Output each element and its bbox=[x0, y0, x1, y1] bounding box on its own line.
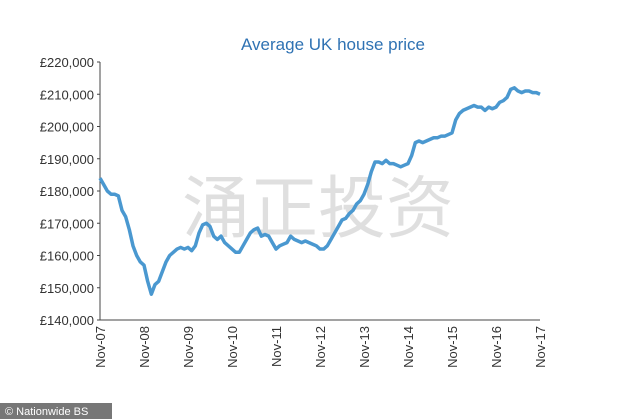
x-tick-label: Nov-08 bbox=[137, 326, 152, 368]
watermark: 涌正投资 bbox=[182, 170, 454, 249]
y-tick-label: £220,000 bbox=[40, 55, 94, 70]
x-tick-label: Nov-16 bbox=[489, 326, 504, 368]
x-tick-label: Nov-14 bbox=[401, 326, 416, 368]
x-tick-label: Nov-09 bbox=[181, 326, 196, 368]
price-line bbox=[98, 86, 541, 296]
chart-title: Average UK house price bbox=[241, 35, 425, 54]
x-tick-label: Nov-10 bbox=[225, 326, 240, 368]
x-tick-label: Nov-15 bbox=[445, 326, 460, 368]
x-tick-label: Nov-12 bbox=[313, 326, 328, 368]
y-tick-label: £140,000 bbox=[40, 313, 94, 328]
x-tick-label: Nov-11 bbox=[269, 326, 284, 367]
x-tick-label: Nov-13 bbox=[357, 326, 372, 368]
y-tick-label: £160,000 bbox=[40, 249, 94, 264]
credit: © Nationwide BS bbox=[5, 406, 88, 418]
y-tick-label: £200,000 bbox=[40, 120, 94, 135]
y-tick-label: £150,000 bbox=[40, 281, 94, 296]
x-tick-label: Nov-07 bbox=[93, 326, 108, 368]
y-tick-label: £170,000 bbox=[40, 216, 94, 231]
credit-box bbox=[0, 403, 112, 419]
y-tick-label: £190,000 bbox=[40, 152, 94, 167]
y-tick-label: £210,000 bbox=[40, 87, 94, 102]
y-tick-label: £180,000 bbox=[40, 184, 94, 199]
x-tick-label: Nov-17 bbox=[533, 326, 548, 368]
